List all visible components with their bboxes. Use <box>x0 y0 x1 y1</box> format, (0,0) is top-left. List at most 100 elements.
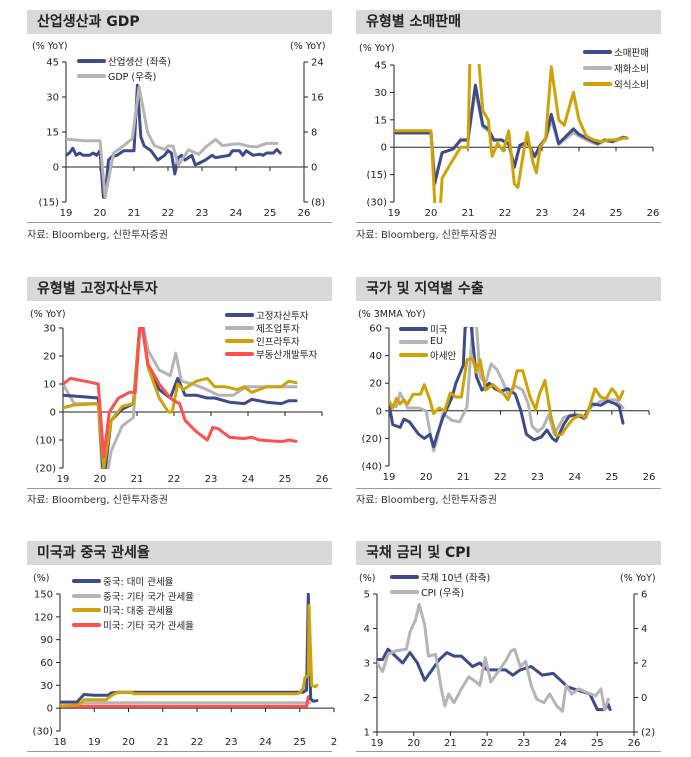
chart-5: 150 120 90 60 30 0 (30)18 19 20 21 22 23 24 25 2 <box>32 590 337 749</box>
chart-1: 45 30 15 0 (15) 24 16 8 0 (8) 19 20 21 22 23 24 25 26 <box>38 58 325 220</box>
legend-label: GDP (우축) <box>108 71 157 83</box>
x-tick-label: 24 <box>242 474 255 485</box>
legend-swatch <box>77 58 106 63</box>
y-tick-label: 20 <box>43 352 56 363</box>
y-tick-label: 15 <box>374 115 387 126</box>
divider <box>27 488 332 489</box>
chart-3: 30 20 10 0 (10) (20)19 20 21 22 23 24 25 26 <box>35 324 328 486</box>
legend-swatch <box>399 326 428 331</box>
legend-label: 미국 <box>430 324 448 336</box>
y2-tick-label: 16 <box>311 93 324 104</box>
y-tick-label: 1 <box>364 728 370 739</box>
y-axis-label-5: (%) <box>33 573 50 584</box>
x-tick-label: 19 <box>60 208 73 219</box>
legend-item: 아세안 <box>399 348 457 362</box>
y2-tick-label: 0 <box>641 693 647 704</box>
divider <box>27 751 332 752</box>
chart-title-6: 국채 금리 및 CPI <box>356 541 661 565</box>
legend-swatch <box>390 574 419 579</box>
legend-label: 산업생산 (좌축) <box>108 56 171 68</box>
y2-tick-label: 0 <box>311 163 317 174</box>
source-note: 자료: Bloomberg, 신한투자증권 <box>356 230 497 241</box>
legend-item: 제조업투자 <box>225 321 300 335</box>
legend-label: 인프라투자 <box>256 336 300 348</box>
x-tick-label: 25 <box>293 737 306 748</box>
x-tick-label: 21 <box>462 208 475 219</box>
legend-item: 인프라투자 <box>225 334 300 348</box>
legend-swatch <box>583 49 612 54</box>
series-line-3 <box>394 64 629 203</box>
y-tick-label: (10) <box>35 436 56 447</box>
y2-axis-label-1: (% YoY) <box>290 41 326 52</box>
x-tick-label: 25 <box>591 738 604 749</box>
legend-label: EU <box>430 336 443 347</box>
y2-tick-label: (2) <box>641 728 655 739</box>
chart-title-2: 유형별 소매판매 <box>356 10 661 34</box>
x-tick-label: 23 <box>531 472 544 483</box>
x-tick-label: 20 <box>425 208 438 219</box>
y-tick-label: 5 <box>364 590 370 601</box>
y-tick-label: 20 <box>369 379 382 390</box>
x-tick-label: 21 <box>128 208 141 219</box>
y-tick-label: 3 <box>364 659 370 670</box>
series-line-2 <box>60 695 311 708</box>
y-tick-label: 60 <box>40 658 53 669</box>
x-tick-label: 18 <box>54 737 67 748</box>
y-tick-label: 120 <box>34 612 53 623</box>
legend-item: 외식소비 <box>583 77 649 91</box>
legend-item: CPI (우축) <box>390 585 464 599</box>
y-tick-label: (15) <box>366 170 387 181</box>
y-tick-label: (20) <box>35 464 56 475</box>
legend-label: 부동산개발투자 <box>256 349 318 361</box>
legend-swatch <box>225 351 254 356</box>
series-line-2 <box>377 602 610 713</box>
x-tick-label: 19 <box>388 208 401 219</box>
legend-item: 부동산개발투자 <box>225 347 318 361</box>
legend-swatch <box>77 73 106 78</box>
legend-label: 중국: 기타 국가 관세율 <box>103 591 194 603</box>
series-line-4 <box>63 327 298 459</box>
y2-tick-label: 2 <box>641 659 647 670</box>
y-tick-label: 90 <box>40 635 53 646</box>
series-line-3 <box>60 593 319 704</box>
chart-2: 45 30 15 0 (15) (30)19 20 21 22 23 24 25 26 <box>366 61 659 220</box>
y-tick-label: 150 <box>34 590 53 601</box>
x-tick-label: 20 <box>407 738 420 749</box>
chart-title-4: 국가 및 지역별 수출 <box>356 277 661 301</box>
x-tick-label: 22 <box>191 737 204 748</box>
divider <box>27 222 332 223</box>
y2-tick-label: 4 <box>641 624 647 635</box>
x-tick-label: 19 <box>383 472 396 483</box>
x-tick-label: 20 <box>122 737 135 748</box>
legend-item: 미국 <box>399 322 448 336</box>
x-tick-label: 2 <box>331 737 337 748</box>
legend-item: 미국: 대중 관세율 <box>72 603 173 617</box>
source-note: 자료: Bloomberg, 신한투자증권 <box>27 230 168 241</box>
x-tick-label: 26 <box>628 738 641 749</box>
chart-title-1: 산업생산과 GDP <box>27 10 332 34</box>
x-tick-label: 24 <box>259 737 272 748</box>
y2-tick-label: 24 <box>311 58 324 69</box>
x-tick-label: 22 <box>168 474 181 485</box>
series-line-4 <box>60 603 319 708</box>
legend-label: 소매판매 <box>614 47 649 59</box>
legend-swatch <box>583 81 612 86</box>
x-tick-label: 26 <box>643 472 656 483</box>
x-tick-label: 22 <box>162 208 175 219</box>
legend-swatch <box>225 325 254 330</box>
chart-title-3: 유형별 고정자산투자 <box>27 277 332 301</box>
x-tick-label: 26 <box>298 208 311 219</box>
y-tick-label: (20) <box>361 434 382 445</box>
series-line-1 <box>66 83 282 199</box>
legend-swatch <box>72 593 101 598</box>
legend-label: 아세안 <box>430 350 457 362</box>
y-axis-label-1: (% YoY) <box>32 41 68 52</box>
legend-item: 중국: 기타 국가 관세율 <box>72 589 194 603</box>
x-tick-label: 24 <box>554 738 567 749</box>
y-tick-label: 60 <box>369 324 382 335</box>
divider <box>356 488 661 489</box>
y-axis-label-6: (%) <box>359 573 376 584</box>
legend-item: 국채 10년 (좌축) <box>390 570 490 584</box>
x-tick-label: 19 <box>57 474 70 485</box>
